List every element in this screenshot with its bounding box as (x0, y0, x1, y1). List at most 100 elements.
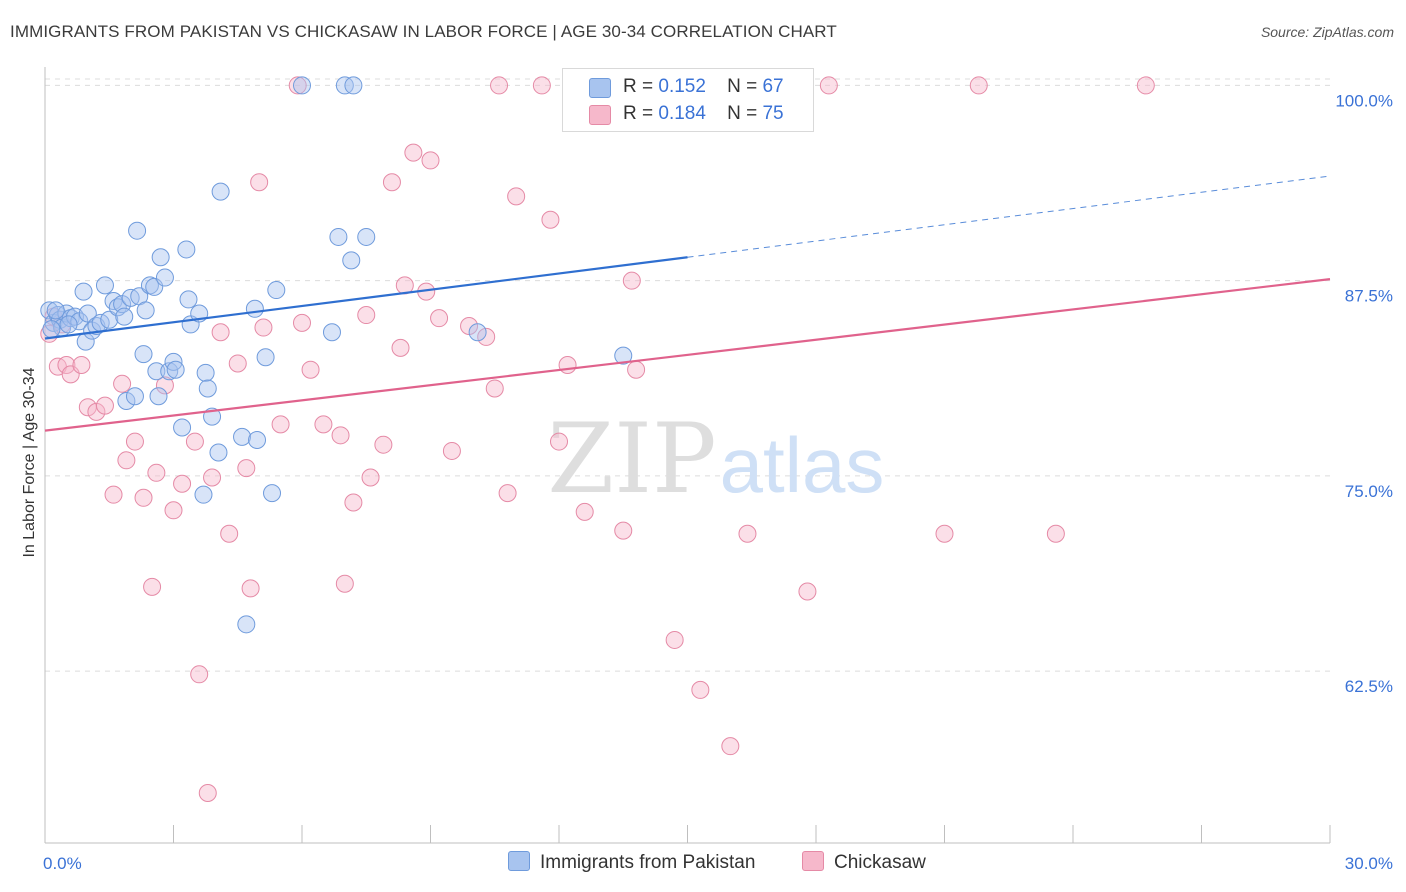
data-point (442, 441, 461, 460)
data-point (614, 521, 633, 540)
data-point (149, 387, 168, 406)
legend-swatch-chickasaw (589, 105, 611, 125)
stats-legend: R = 0.152 N = 67 R = 0.184 N = 75 (562, 68, 814, 132)
data-point (322, 323, 341, 342)
grid-lines (45, 78, 1330, 672)
data-point (357, 306, 376, 325)
legend-n-value: 75 (762, 103, 784, 124)
data-point (622, 271, 641, 290)
data-point (115, 307, 134, 326)
data-point (211, 323, 230, 342)
data-point (233, 427, 252, 446)
data-point (117, 451, 136, 470)
data-point (228, 354, 247, 373)
data-point (550, 432, 568, 451)
legend-n-value: 67 (762, 76, 784, 97)
data-point (288, 76, 307, 95)
data-point (166, 360, 185, 379)
data-point (155, 376, 174, 395)
y-tick-label: 87.5% (1345, 287, 1393, 306)
data-point (575, 502, 594, 521)
trend-line-pakistan (44, 256, 688, 340)
legend-text-pakistan: R = 0.152 N = 67 (623, 76, 784, 98)
data-point (335, 574, 354, 593)
y-tick-label: 100.0% (1335, 91, 1393, 110)
data-point (100, 310, 119, 329)
data-point (147, 362, 166, 381)
data-point (541, 210, 560, 229)
data-point (293, 313, 311, 332)
legend-swatch-pakistan (589, 78, 611, 98)
data-point (468, 323, 487, 342)
data-point (134, 345, 153, 364)
data-point (490, 76, 509, 95)
data-point (209, 443, 228, 462)
legend-r-label: R = (623, 76, 654, 97)
data-point (179, 290, 198, 309)
data-point (798, 582, 817, 601)
data-point (342, 251, 361, 270)
watermark-zip: ZIP (547, 403, 716, 515)
data-point (46, 301, 65, 320)
data-point (254, 318, 273, 337)
data-point (256, 348, 275, 367)
data-point (155, 268, 174, 287)
data-point (430, 309, 449, 328)
bottom-legend-pakistan: Immigrants from Pakistan (508, 851, 755, 874)
data-point (374, 435, 393, 454)
data-point (344, 76, 363, 95)
legend-r-label: R = (623, 103, 654, 124)
data-point (185, 432, 204, 451)
data-point (194, 485, 213, 504)
data-point (819, 76, 838, 95)
data-point (237, 459, 256, 478)
data-point (125, 432, 144, 451)
data-point (203, 468, 222, 487)
data-point (134, 488, 153, 507)
data-point (173, 418, 192, 437)
data-point (1046, 524, 1065, 543)
data-point (198, 784, 217, 803)
legend-r-value: 0.152 (658, 76, 706, 97)
data-point (72, 356, 91, 375)
trend-line-pakistan-extension (687, 175, 1331, 258)
data-point (293, 76, 311, 95)
data-point (532, 76, 551, 95)
data-point (329, 227, 348, 246)
legend-text-chickasaw: R = 0.184 N = 75 (623, 103, 784, 125)
data-point (245, 299, 264, 318)
data-point (57, 356, 76, 375)
data-point (198, 379, 217, 398)
watermark: ZIP atlas (547, 403, 884, 515)
data-point (78, 304, 97, 323)
data-point (558, 356, 577, 375)
data-point (738, 524, 757, 543)
data-point (177, 240, 196, 259)
data-point (314, 415, 333, 434)
data-point (331, 426, 350, 445)
bottom-legend-swatch-chickasaw (802, 851, 824, 871)
data-point (117, 391, 136, 410)
data-point (128, 221, 147, 240)
data-point (241, 579, 260, 598)
bottom-legend-label-chickasaw: Chickasaw (834, 852, 926, 873)
data-point (136, 301, 155, 320)
data-point (391, 338, 410, 357)
pakistan-points (40, 76, 633, 634)
data-point (382, 173, 401, 192)
x-tick-label: 30.0% (1345, 854, 1393, 873)
data-point (357, 227, 376, 246)
data-point (151, 248, 170, 267)
axis-labels: 62.5% 75.0% 87.5% 100.0% 0.0% 30.0% In Labor F… (21, 91, 1393, 873)
data-point (173, 474, 192, 493)
data-point (691, 680, 710, 699)
data-point (95, 396, 114, 415)
data-point (237, 615, 256, 634)
data-point (665, 630, 684, 649)
data-point (42, 320, 61, 339)
data-point (969, 76, 988, 95)
data-point (498, 484, 517, 503)
data-point (404, 143, 423, 162)
data-point (125, 387, 144, 406)
